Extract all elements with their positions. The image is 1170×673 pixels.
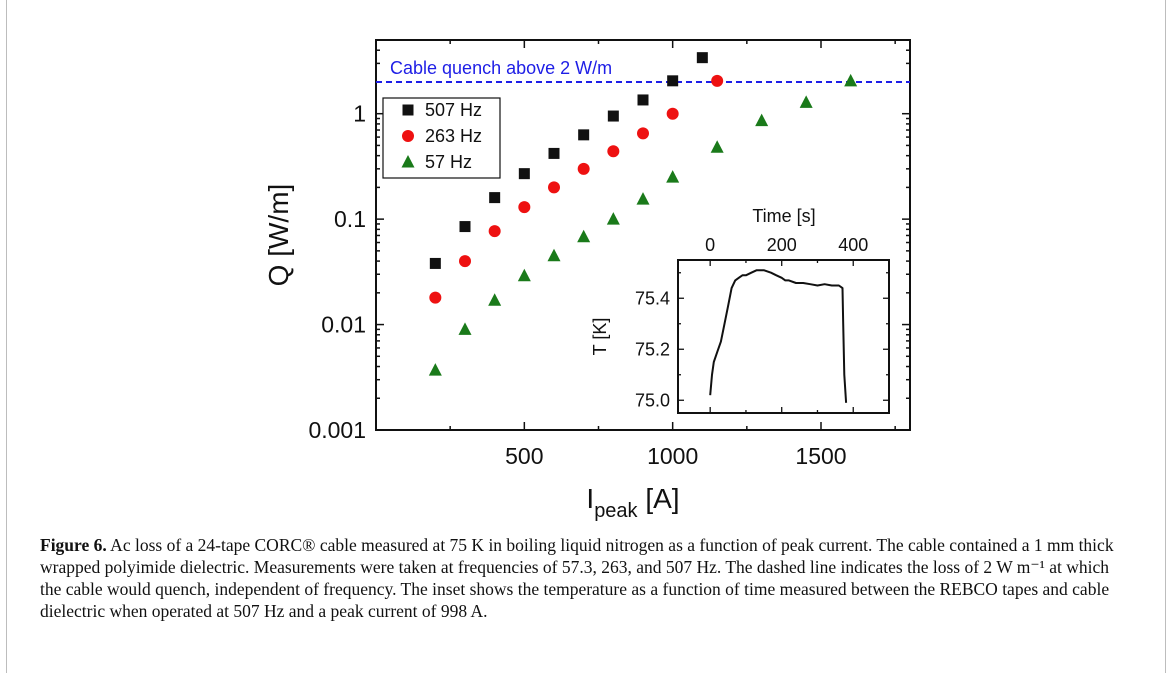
- x-tick-label: 1000: [647, 443, 698, 469]
- legend-label: 57 Hz: [425, 152, 472, 172]
- inset-y-tick-label: 75.4: [635, 288, 670, 308]
- data-point: [667, 75, 679, 87]
- x-tick-label: 1500: [795, 443, 846, 469]
- data-point: [459, 221, 471, 233]
- data-point: [666, 107, 679, 120]
- legend-marker: [401, 155, 415, 168]
- data-point: [607, 145, 620, 158]
- reference-line-label: Cable quench above 2 W/m: [390, 58, 612, 78]
- y-tick-label: 0.01: [321, 312, 366, 338]
- inset-y-tick-label: 75.0: [635, 390, 670, 410]
- inset-y-axis-title: T [K]: [590, 318, 610, 356]
- caption-text: Ac loss of a 24-tape CORC® cable measure…: [40, 535, 1114, 621]
- data-point: [577, 229, 591, 243]
- data-point: [636, 192, 650, 205]
- data-point: [799, 95, 813, 108]
- data-point: [577, 162, 590, 175]
- data-point: [606, 212, 620, 225]
- figure-frame: [6, 0, 1166, 673]
- figure-caption: Figure 6. Ac loss of a 24-tape CORC® cab…: [40, 534, 1130, 622]
- data-point: [755, 113, 769, 127]
- data-point: [607, 110, 619, 122]
- data-point: [696, 52, 708, 64]
- figure-chart: 500 1000 1500 0.001 0.01 0.1 1 Ipeak [A] Q [W/m]…: [263, 39, 911, 522]
- data-point: [578, 129, 590, 141]
- data-point: [710, 140, 724, 153]
- data-point: [547, 248, 561, 262]
- data-point: [548, 147, 560, 159]
- data-point: [548, 181, 560, 194]
- inset-x-axis-title: Time [s]: [752, 206, 815, 226]
- data-point: [428, 363, 442, 376]
- data-point: [666, 170, 680, 183]
- data-point: [518, 168, 530, 180]
- data-point: [488, 293, 502, 306]
- legend: 507 Hz 263 Hz 57 Hz: [382, 97, 501, 179]
- x-tick-label: 500: [505, 443, 543, 469]
- inset-x-tick-label: 0: [705, 235, 715, 255]
- data-point: [518, 201, 531, 214]
- inset-plot: 0 200 400 Time [s] 75.0 75.2 75.4 T [K]: [590, 206, 890, 414]
- data-point: [488, 225, 501, 238]
- main-plot: 500 1000 1500 0.001 0.01 0.1 1 Ipeak [A] Q [W/m]…: [263, 39, 911, 522]
- data-point: [637, 127, 649, 140]
- y-tick-label: 0.1: [334, 206, 366, 232]
- inset-x-tick-label: 400: [838, 235, 868, 255]
- legend-marker: [402, 104, 414, 116]
- legend-label: 507 Hz: [425, 100, 482, 120]
- inset-y-tick-label: 75.2: [635, 339, 670, 359]
- data-point: [489, 192, 501, 204]
- data-point: [458, 322, 472, 335]
- y-tick-label: 0.001: [308, 417, 366, 443]
- x-axis-title: Ipeak [A]: [586, 483, 679, 522]
- data-point: [429, 291, 442, 304]
- data-point: [711, 74, 724, 87]
- y-tick-label: 1: [353, 101, 366, 127]
- legend-label: 263 Hz: [425, 126, 482, 146]
- data-point: [459, 255, 471, 268]
- caption-label: Figure 6.: [40, 535, 107, 555]
- inset-x-tick-label: 200: [767, 235, 797, 255]
- data-point: [844, 73, 858, 87]
- y-axis-title: Q [W/m]: [263, 184, 294, 287]
- inset-frame: [677, 259, 890, 414]
- data-point: [429, 257, 441, 269]
- data-point: [517, 268, 531, 282]
- inset-temperature-line: [709, 269, 848, 403]
- data-point: [637, 94, 649, 106]
- legend-marker: [402, 130, 414, 142]
